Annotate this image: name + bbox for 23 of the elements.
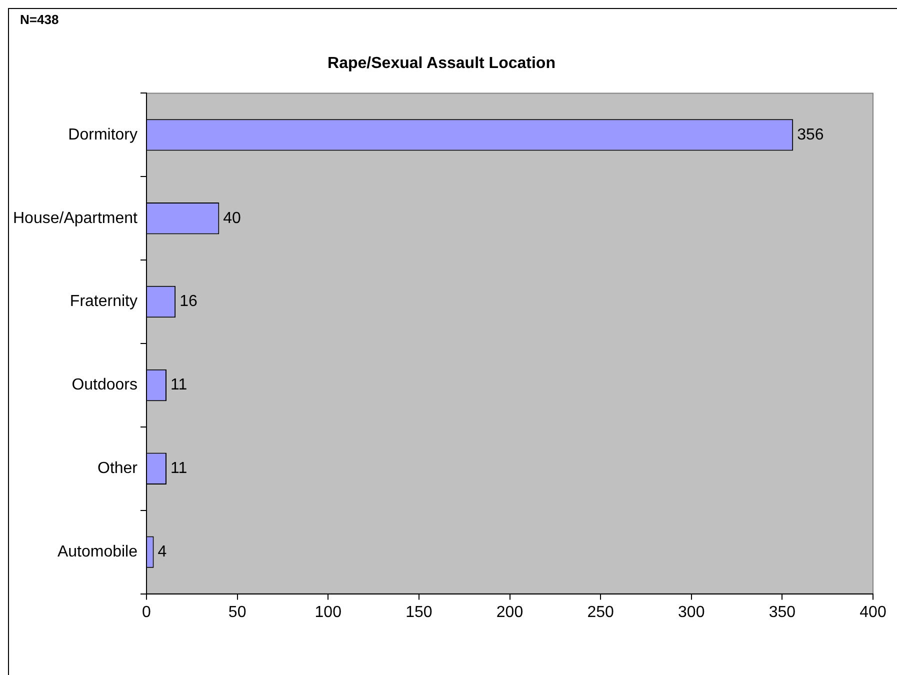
y-tick-label: Outdoors <box>72 376 138 394</box>
data-label: 356 <box>797 126 824 144</box>
y-tick-label: House/Apartment <box>12 210 138 227</box>
x-tick-label: 250 <box>587 604 614 621</box>
chart-title: Rape/Sexual Assault Location <box>328 55 556 72</box>
x-tick-label: 150 <box>406 604 432 621</box>
data-label: 16 <box>180 293 198 310</box>
x-tick-label: 100 <box>314 604 342 621</box>
data-label: 11 <box>170 460 188 478</box>
x-tick-label: 0 <box>142 604 152 621</box>
data-label: 11 <box>170 376 188 394</box>
text: N=438 <box>20 12 59 27</box>
x-tick-label: 350 <box>768 604 796 621</box>
y-tick-label: Automobile <box>57 543 138 560</box>
y-tick-label: Dormitory <box>68 126 138 144</box>
y-tick-label: Fraternity <box>70 293 138 310</box>
data-label: 40 <box>223 210 242 227</box>
y-tick-label: Other <box>97 460 138 478</box>
x-tick-label: 400 <box>860 604 886 621</box>
x-tick-label: 200 <box>496 604 524 621</box>
x-tick-label: 300 <box>678 604 705 621</box>
x-tick-label: 50 <box>228 604 246 621</box>
data-label: 4 <box>158 543 167 560</box>
